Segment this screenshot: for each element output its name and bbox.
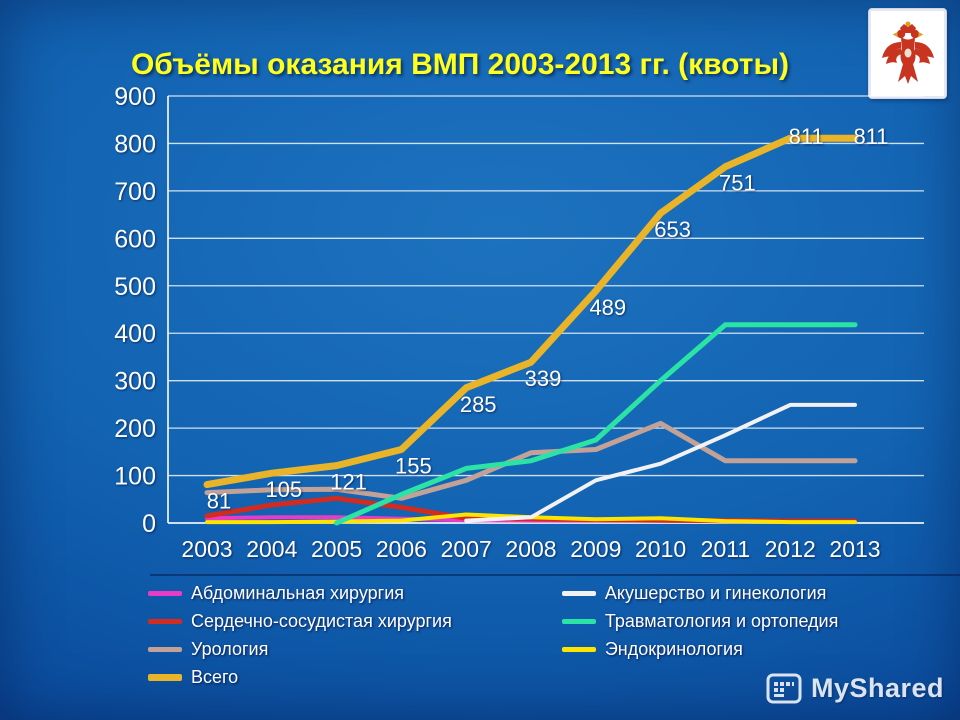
legend-label: Акушерство и гинекология xyxy=(604,582,827,603)
legend-swatch xyxy=(148,590,182,596)
legend-swatch xyxy=(148,618,182,624)
x-axis-label: 2003 xyxy=(181,536,232,562)
legend-column: Акушерство и гинекология Травматология и … xyxy=(561,582,839,688)
legend-item: Сердечно-сосудистая хирургия xyxy=(148,610,452,632)
legend-swatch xyxy=(561,618,596,624)
y-axis-label: 0 xyxy=(142,510,156,538)
legend-item: Абдоминальная хирургия xyxy=(148,582,452,604)
legend-item: Травматология и ортопедия xyxy=(561,610,839,632)
y-axis-label: 100 xyxy=(114,463,156,491)
series-line xyxy=(334,322,858,526)
x-axis-label: 2013 xyxy=(829,536,880,562)
legend-item: Эндокринология xyxy=(561,638,839,660)
data-label: 653 xyxy=(654,217,691,242)
legend-swatch xyxy=(561,646,596,652)
legend-label: Травматология и ортопедия xyxy=(604,610,839,631)
data-label: 285 xyxy=(460,392,497,417)
legend-label: Урология xyxy=(191,638,269,659)
x-axis-label: 2009 xyxy=(570,536,621,562)
data-label: 811 xyxy=(789,124,824,149)
data-label: 339 xyxy=(525,366,562,391)
legend-item: Акушерство и гинекология xyxy=(561,582,839,604)
legend-label: Сердечно-сосудистая хирургия xyxy=(191,610,452,631)
series-line xyxy=(203,134,859,489)
series-line xyxy=(204,420,858,501)
data-label: 489 xyxy=(589,295,626,320)
divider-line xyxy=(150,574,960,576)
y-axis-label: 800 xyxy=(114,130,156,158)
x-axis-label: 2006 xyxy=(376,536,427,562)
data-label: 751 xyxy=(719,171,756,196)
series-line xyxy=(464,402,857,523)
myshared-logo-icon xyxy=(766,673,802,704)
myshared-watermark[interactable]: MyShared xyxy=(766,673,944,704)
legend-item: Урология xyxy=(148,638,452,660)
data-label: 811 xyxy=(853,124,888,149)
x-axis-label: 2007 xyxy=(441,536,492,562)
data-label: 155 xyxy=(395,453,432,478)
legend-item: Всего xyxy=(148,666,452,688)
x-axis-label: 2004 xyxy=(246,536,297,562)
legend-swatch xyxy=(561,590,596,596)
x-axis-label: 2012 xyxy=(765,536,816,562)
double-headed-eagle-icon xyxy=(881,21,934,84)
page-title: Объёмы оказания ВМП 2003-2013 гг. (квоты… xyxy=(130,48,790,81)
data-label: 121 xyxy=(330,470,367,495)
x-axis-label: 2010 xyxy=(635,536,686,562)
legend-swatch xyxy=(148,673,182,681)
russia-coat-of-arms xyxy=(868,8,947,99)
legend-swatch xyxy=(148,646,182,652)
myshared-label: MyShared xyxy=(810,673,944,703)
x-axis-label: 2011 xyxy=(701,536,750,562)
y-axis-label: 200 xyxy=(114,415,156,443)
y-axis-label: 300 xyxy=(114,368,156,396)
legend-column: Абдоминальная хирургия Сердечно-сосудиста… xyxy=(148,582,452,688)
x-axis-label: 2008 xyxy=(505,536,556,562)
legend-label: Абдоминальная хирургия xyxy=(191,582,405,603)
legend-label: Эндокринология xyxy=(604,638,743,659)
legend-label: Всего xyxy=(191,666,239,687)
y-axis-label: 900 xyxy=(114,83,156,111)
data-label: 105 xyxy=(265,477,302,502)
data-label: 81 xyxy=(207,489,231,514)
x-axis-label: 2005 xyxy=(311,536,362,562)
y-axis-label: 400 xyxy=(114,320,156,348)
y-axis-label: 500 xyxy=(114,273,156,301)
chart-legend: Абдоминальная хирургия Сердечно-сосудиста… xyxy=(148,582,838,688)
y-axis-label: 600 xyxy=(114,225,156,253)
y-axis-label: 700 xyxy=(114,178,156,206)
